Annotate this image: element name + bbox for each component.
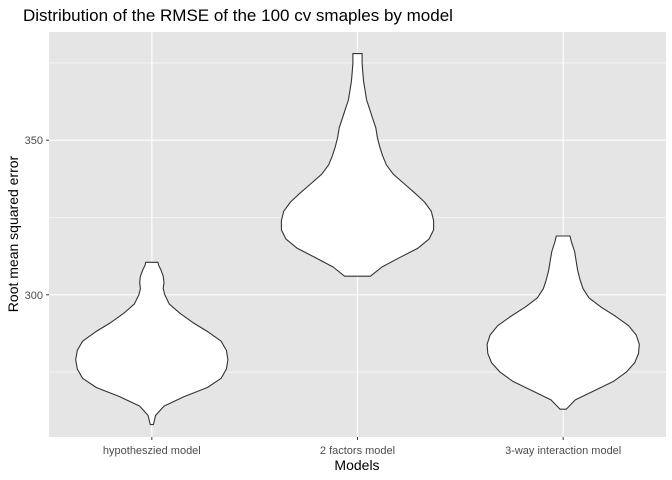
violin-2 bbox=[280, 53, 435, 277]
y-axis: 300 350 bbox=[25, 135, 49, 302]
y-tick-label: 350 bbox=[25, 135, 43, 147]
x-axis: hypotheszied model 2 factors model 3-way i… bbox=[103, 437, 621, 457]
violin-1 bbox=[75, 261, 229, 426]
x-tick-label: 3-way interaction model bbox=[505, 445, 621, 457]
violin-3 bbox=[486, 235, 640, 410]
x-axis-title: Models bbox=[334, 457, 379, 473]
violins bbox=[75, 53, 640, 426]
x-tick-label: hypotheszied model bbox=[103, 445, 201, 457]
y-axis-title: Root mean squared error bbox=[5, 155, 21, 312]
chart-title: Distribution of the RMSE of the 100 cv s… bbox=[23, 6, 453, 25]
x-tick-label: 2 factors model bbox=[320, 445, 395, 457]
y-tick-label: 300 bbox=[25, 290, 43, 302]
